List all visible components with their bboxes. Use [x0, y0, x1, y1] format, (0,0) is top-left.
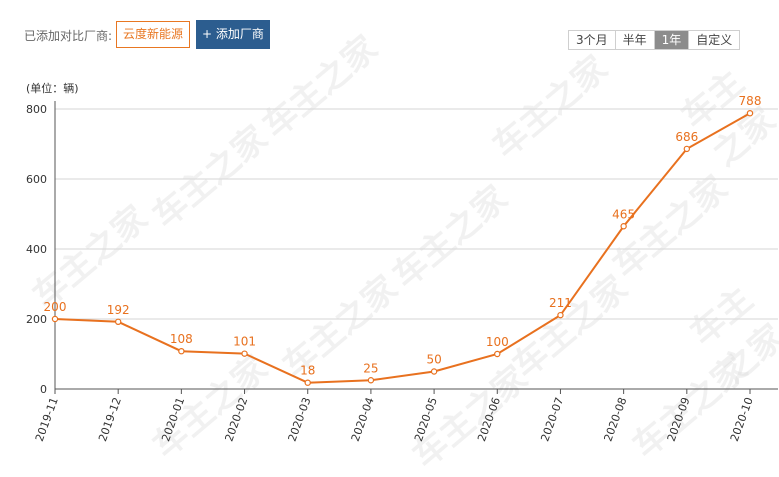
selected-brand-chip[interactable]: 云度新能源	[116, 21, 191, 48]
data-point	[51, 315, 59, 323]
data-label: 200	[44, 300, 67, 314]
y-tick-label: 200	[26, 313, 47, 326]
compare-label: 已添加对比厂商:	[24, 29, 113, 43]
data-label: 100	[486, 335, 509, 349]
data-point	[304, 379, 311, 386]
data-point	[241, 350, 248, 357]
data-label: 25	[363, 361, 378, 375]
x-tick-label: 2019-11	[33, 396, 61, 444]
data-label: 465	[612, 207, 635, 221]
x-tick-label: 2019-12	[96, 396, 124, 444]
data-label: 108	[170, 332, 193, 346]
x-tick-label: 2020-10	[728, 396, 756, 444]
data-point	[430, 368, 438, 375]
data-label: 50	[426, 353, 441, 367]
data-label: 686	[675, 130, 698, 144]
data-label: 101	[233, 335, 256, 349]
y-tick-label: 0	[40, 383, 47, 396]
data-point	[367, 377, 375, 384]
data-label: 211	[549, 296, 572, 310]
add-brand-button[interactable]: + 添加厂商	[196, 20, 270, 49]
y-unit-label: (单位：辆)	[26, 82, 79, 95]
x-tick-label: 2020-05	[412, 396, 440, 444]
sales-line-chart: 0 200 400 600 800 2019-11 2019-12 2020-01 2020-0…	[26, 94, 778, 444]
range-1-year-button[interactable]: 1年	[653, 31, 689, 49]
y-tick-label: 800	[26, 103, 47, 116]
x-tick-label: 2020-06	[475, 396, 503, 444]
x-tick-label: 2020-02	[222, 396, 250, 444]
data-point	[178, 348, 185, 355]
data-point	[114, 318, 122, 325]
range-3-months-button[interactable]: 3个月	[569, 31, 615, 49]
data-point	[620, 223, 627, 230]
series-line	[54, 112, 751, 384]
data-label: 788	[739, 94, 762, 108]
time-range-selector: 3个月 半年 1年 自定义	[568, 30, 741, 50]
range-half-year-button[interactable]: 半年	[614, 31, 654, 49]
y-tick-label: 400	[26, 243, 47, 256]
data-label: 192	[107, 303, 130, 317]
x-tick-label: 2020-03	[286, 396, 314, 444]
x-tick-label: 2020-01	[159, 396, 187, 444]
x-tick-label: 2020-08	[602, 396, 630, 444]
y-tick-label: 600	[26, 173, 47, 186]
data-point	[557, 311, 564, 319]
x-tick-label: 2020-07	[538, 396, 566, 444]
x-tick-label: 2020-04	[349, 396, 377, 444]
data-label: 18	[300, 364, 315, 378]
data-point	[746, 109, 754, 117]
x-tick-label: 2020-09	[665, 396, 693, 444]
range-custom-button[interactable]: 自定义	[688, 31, 740, 49]
data-point	[683, 145, 691, 153]
data-point	[494, 350, 501, 358]
